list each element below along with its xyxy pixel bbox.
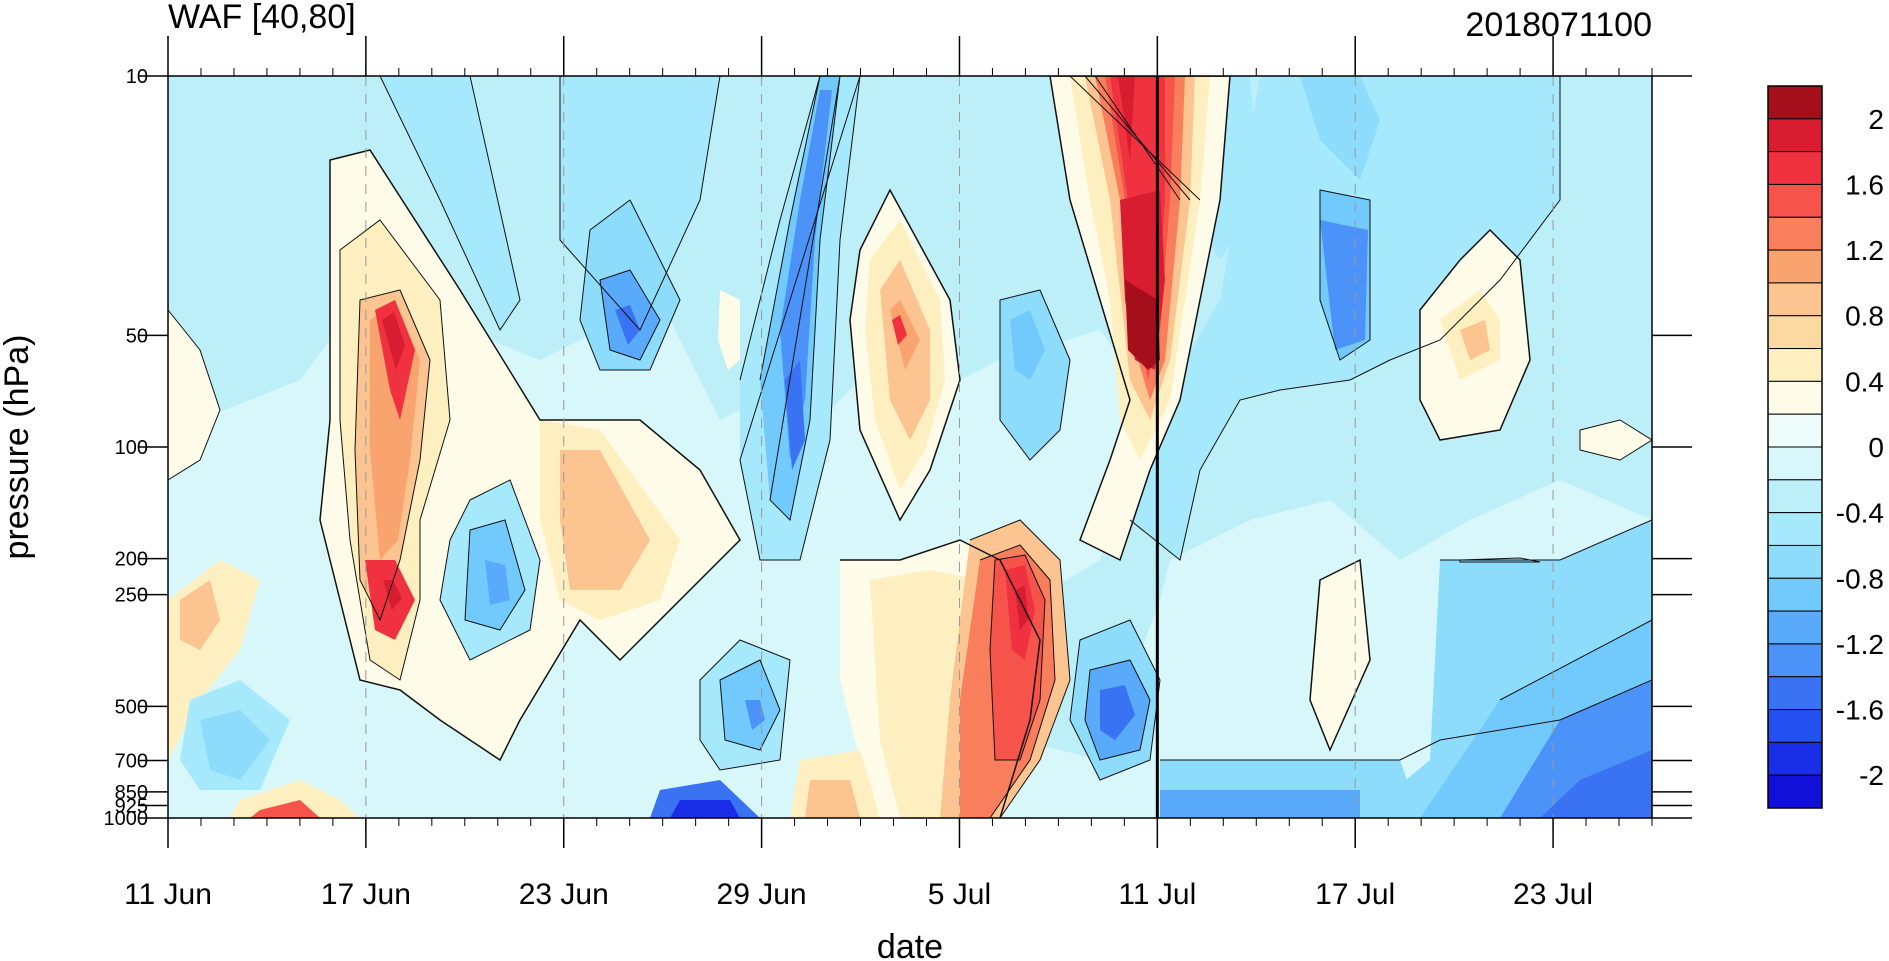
colorbar-swatch <box>1767 709 1823 743</box>
colorbar-swatch <box>1767 479 1823 514</box>
y-tick-label: 850 <box>115 782 148 804</box>
colorbar-label: 2 <box>1868 104 1884 135</box>
colorbar-swatch <box>1767 85 1823 120</box>
colorbar-label: -1.6 <box>1836 695 1884 726</box>
colorbar-swatch <box>1767 413 1823 448</box>
contour-field <box>168 76 1652 818</box>
colorbar-swatch <box>1767 544 1823 579</box>
colorbar-swatch <box>1767 216 1823 251</box>
x-tick-label: 11 Jul <box>1118 878 1196 911</box>
chart-title-left: WAF [40,80] <box>168 0 356 36</box>
colorbar-swatch <box>1767 183 1823 218</box>
colorbar-label: -1.2 <box>1836 629 1884 660</box>
y-tick-label: 700 <box>115 751 148 773</box>
colorbar-label: 1.6 <box>1845 169 1884 200</box>
colorbar-swatch <box>1767 446 1823 481</box>
colorbar: 2 1.6 1.2 0.8 0.4 0 -0.4 -0.8 -1.2 -1.6 -2 <box>1767 85 1884 809</box>
x-tick-label: 17 Jun <box>321 878 411 911</box>
colorbar-swatch <box>1767 512 1823 546</box>
colorbar-label: 0.4 <box>1845 366 1884 397</box>
chart-title-right: 2018071100 <box>1465 6 1652 44</box>
colorbar-swatch <box>1767 118 1823 153</box>
x-tick-label: 23 Jun <box>519 878 609 911</box>
colorbar-swatch <box>1767 249 1823 284</box>
x-axis: 11 Jun 17 Jun 23 Jun 29 Jun 5 Jul 11 Jul 17 Ju… <box>124 36 1653 911</box>
colorbar-swatch <box>1767 348 1823 382</box>
colorbar-swatch <box>1767 643 1823 678</box>
colorbar-swatch <box>1767 774 1823 809</box>
y-axis-label: pressure (hPa) <box>0 335 36 560</box>
colorbar-swatch <box>1767 676 1823 711</box>
contour-lines <box>168 76 1652 818</box>
colorbar-label: 1.2 <box>1845 235 1884 266</box>
colorbar-frame <box>1767 85 1823 809</box>
y-tick-label: 100 <box>115 437 148 459</box>
x-tick-label: 23 Jul <box>1513 878 1593 911</box>
x-tick-label: 5 Jul <box>928 878 991 911</box>
y-tick-label: 200 <box>115 549 148 571</box>
x-tick-label: 17 Jul <box>1315 878 1395 911</box>
colorbar-label: 0.8 <box>1845 301 1884 332</box>
colorbar-label: -0.8 <box>1836 563 1884 594</box>
colorbar-label: -2 <box>1859 760 1884 791</box>
colorbar-swatch <box>1767 741 1823 776</box>
colorbar-swatch <box>1767 315 1823 350</box>
colorbar-swatch <box>1767 380 1823 415</box>
x-tick-label: 11 Jun <box>124 878 212 911</box>
colorbar-label: -0.4 <box>1836 498 1884 529</box>
x-axis-label: date <box>877 928 943 961</box>
y-tick-label: 250 <box>115 585 148 607</box>
y-tick-label: 500 <box>115 696 148 718</box>
colorbar-swatch <box>1767 610 1823 645</box>
colorbar-swatch <box>1767 577 1823 612</box>
colorbar-label: 0 <box>1868 432 1884 463</box>
x-tick-label: 29 Jun <box>717 878 807 911</box>
y-tick-label: 50 <box>126 325 148 347</box>
y-tick-label: 1000 <box>104 808 149 830</box>
y-tick-label: 925 <box>115 795 148 817</box>
colorbar-swatch <box>1767 151 1823 185</box>
y-tick-label: 10 <box>126 66 148 88</box>
colorbar-swatch <box>1767 282 1823 317</box>
